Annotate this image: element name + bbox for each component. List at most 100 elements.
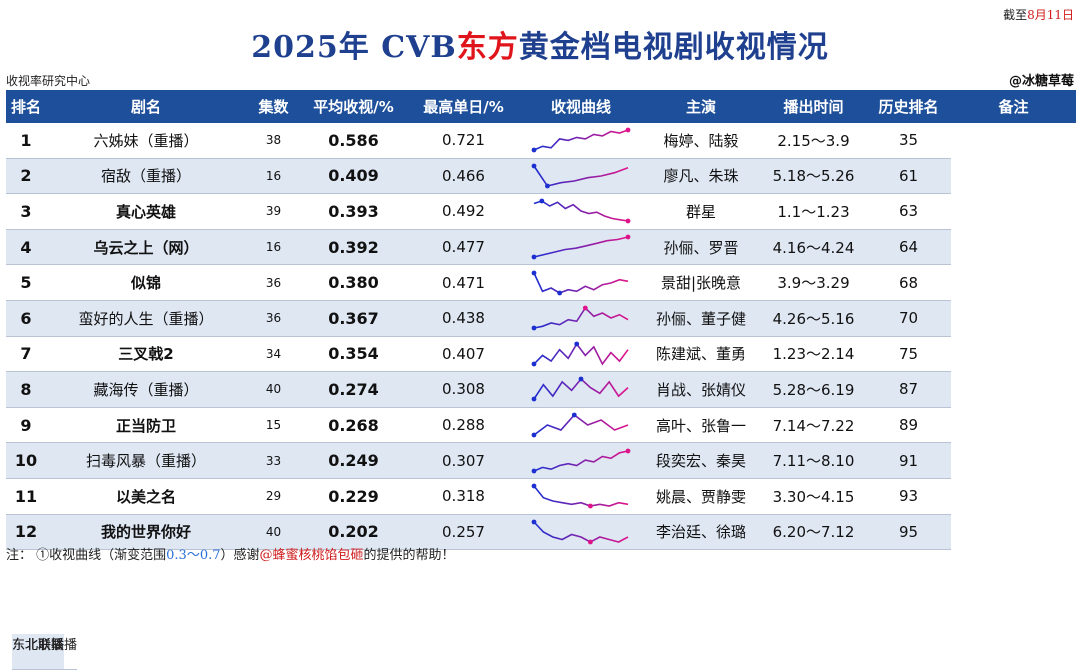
cell-time: 2.15～3.9: [761, 123, 866, 159]
sparkline-point: [625, 219, 631, 224]
table-row: 5 似锦 36 0.380 0.471 景甜|张晚意 3.9～3.29 68: [6, 264, 1076, 301]
footnote-range: 0.3～0.7: [166, 548, 221, 563]
cell-avg: 0.393: [301, 193, 406, 230]
footnote-prefix: 注： ①收视曲线（渐变范围: [6, 548, 167, 563]
table-row: 9 正当防卫 15 0.268 0.288 高叶、张鲁一 7.14～7.22 89 东北联播: [6, 407, 1076, 670]
sparkline-point: [571, 412, 577, 418]
cell-time: 4.26～5.16: [761, 300, 866, 337]
date-stamp: 截至8月11日: [1003, 6, 1074, 23]
column-header: 历史排名: [866, 90, 951, 123]
sparkline-path: [533, 485, 629, 508]
cell-rank: 5: [6, 264, 46, 301]
cell-hist: 91: [866, 442, 951, 479]
rating-sparkline: [533, 199, 631, 224]
sparkline-path: [533, 307, 629, 330]
rating-sparkline: [531, 412, 629, 438]
sparkline-path: [533, 200, 629, 223]
cell-peak: 0.492: [406, 193, 521, 230]
sparkline-point: [531, 361, 537, 367]
cell-curve: [521, 514, 641, 551]
title-highlight: 东方: [456, 30, 519, 65]
cell-avg: 0.409: [301, 158, 406, 195]
sparkline-point: [578, 377, 584, 382]
table-row: 4 乌云之上（网） 16 0.392 0.477 孙俪、罗晋 4.16～4.24 64 东北联播: [6, 229, 1076, 670]
rating-sparkline: [531, 234, 631, 260]
column-header: 播出时间: [761, 90, 866, 123]
cell-eps: 34: [246, 336, 301, 373]
cell-cast: 梅婷、陆毅: [641, 123, 761, 159]
table-row: 6 蛮好的人生（重播） 36 0.367 0.438 孙俪、董子健 4.26～5.16 70: [6, 300, 1076, 337]
cell-note: 东北浙联播: [12, 634, 78, 670]
sparkline-point: [531, 397, 537, 402]
cell-time: 1.23～2.14: [761, 336, 866, 373]
cell-curve: [521, 193, 641, 230]
cell-cast: 孙俪、董子健: [641, 300, 761, 337]
cell-hist: 93: [866, 478, 951, 515]
cell-name: 宿敌（重播）: [46, 158, 246, 195]
sparkline-point: [625, 127, 631, 133]
cell-peak: 0.307: [406, 442, 521, 479]
cell-cast: 景甜|张晚意: [641, 264, 761, 301]
cell-cast: 肖战、张婧仪: [641, 371, 761, 408]
cell-eps: 15: [246, 407, 301, 444]
cell-name: 乌云之上（网）: [46, 229, 246, 266]
rating-sparkline: [531, 483, 629, 509]
table-row: 7 三叉戟2 34 0.354 0.407 陈建斌、董勇 1.23～2.14 75 东北联播: [6, 336, 1076, 670]
table-header-row: 排名 剧名 集数 平均收视/% 最高单日/% 收视曲线 主演 播出时间 历史排名 备注: [6, 90, 1076, 123]
sparkline-point: [531, 519, 537, 525]
cell-name: 以美之名: [46, 478, 246, 515]
cell-rank: 6: [6, 300, 46, 337]
cell-curve: [521, 442, 641, 479]
cell-hist: 61: [866, 158, 951, 195]
cell-hist: 35: [866, 123, 951, 159]
rating-sparkline: [531, 127, 631, 153]
cell-eps: 40: [246, 514, 301, 551]
cell-hist: 89: [866, 407, 951, 444]
cell-name: 三叉戟2: [46, 336, 246, 373]
sparkline-path: [533, 521, 629, 543]
cell-rank: 9: [6, 407, 46, 444]
rating-sparkline: [531, 377, 629, 402]
cell-hist: 70: [866, 300, 951, 337]
cell-time: 7.14～7.22: [761, 407, 866, 444]
source-label: 收视率研究中心: [6, 74, 91, 88]
cell-curve: [521, 478, 641, 515]
cell-name: 正当防卫: [46, 407, 246, 444]
cell-avg: 0.249: [301, 442, 406, 479]
sparkline-path: [533, 342, 629, 366]
sparkline-point: [582, 305, 588, 311]
cell-avg: 0.202: [301, 514, 406, 551]
cell-avg: 0.586: [301, 123, 406, 159]
sparkline-point: [531, 325, 537, 331]
column-header: 收视曲线: [521, 90, 641, 123]
sparkline-point: [531, 147, 537, 153]
rating-sparkline: [531, 448, 631, 474]
sparkline-path: [533, 413, 629, 436]
cell-peak: 0.438: [406, 300, 521, 337]
sparkline-point: [531, 432, 537, 438]
cell-peak: 0.721: [406, 123, 521, 159]
cell-rank: 2: [6, 158, 46, 195]
sparkline-path: [533, 449, 629, 472]
sparkline-path: [533, 236, 629, 258]
sparkline-point: [625, 234, 631, 240]
cell-rank: 10: [6, 442, 46, 479]
footnote: 注： ①收视曲线（渐变范围0.3～0.7）感谢@蜂蜜核桃馅包砸的提供的帮助！: [6, 544, 455, 563]
cell-name: 似锦: [46, 264, 246, 301]
cell-peak: 0.477: [406, 229, 521, 266]
rating-sparkline: [531, 270, 629, 296]
sparkline-point: [557, 290, 563, 296]
cell-hist: 95: [866, 514, 951, 551]
cell-avg: 0.367: [301, 300, 406, 337]
cell-eps: 36: [246, 264, 301, 301]
table-row: 8 藏海传（重播） 40 0.274 0.308 肖战、张婧仪 5.28～6.19 87: [6, 371, 1076, 408]
cell-cast: 段奕宏、秦昊: [641, 442, 761, 479]
cell-curve: [521, 407, 641, 444]
column-header: 最高单日/%: [406, 90, 521, 123]
cell-peak: 0.288: [406, 407, 521, 444]
cell-time: 4.16～4.24: [761, 229, 866, 266]
sparkline-path: [533, 129, 629, 152]
cell-rank: 3: [6, 193, 46, 230]
cell-avg: 0.274: [301, 371, 406, 408]
table-body: 1 六姊妹（重播） 38 0.586 0.721 梅婷、陆毅 2.15～3.9 35 2 宿敌（重…: [6, 123, 1076, 670]
